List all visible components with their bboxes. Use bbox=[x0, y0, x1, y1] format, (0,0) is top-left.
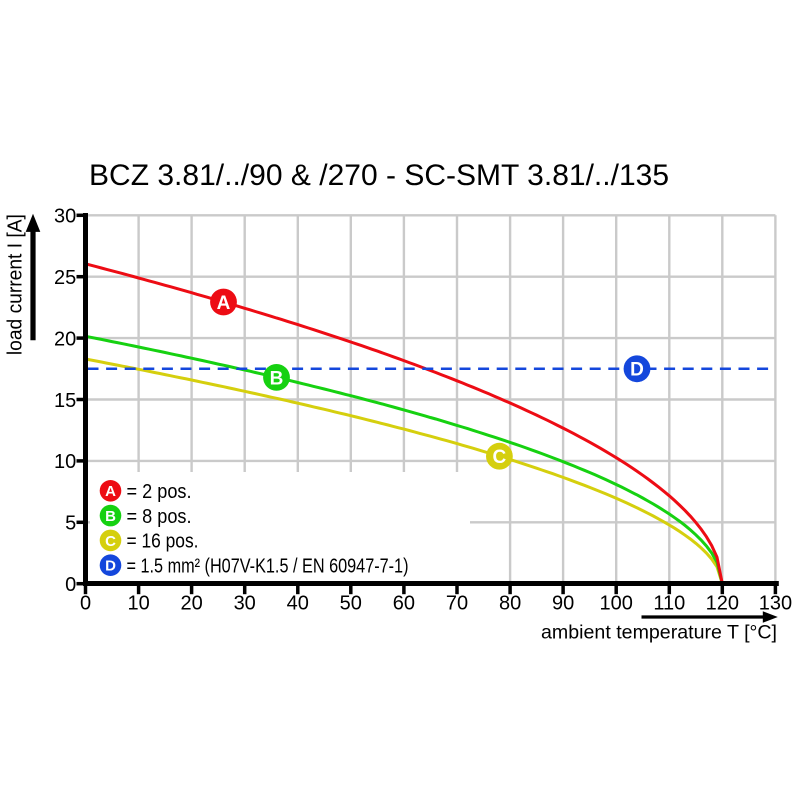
svg-text:25: 25 bbox=[54, 267, 76, 289]
svg-text:130: 130 bbox=[759, 592, 792, 614]
svg-text:120: 120 bbox=[706, 592, 739, 614]
svg-text:D: D bbox=[630, 360, 644, 381]
svg-text:10: 10 bbox=[54, 451, 76, 473]
svg-text:0: 0 bbox=[80, 592, 91, 614]
svg-text:20: 20 bbox=[54, 328, 76, 350]
svg-text:A: A bbox=[217, 293, 231, 314]
svg-text:30: 30 bbox=[234, 592, 256, 614]
svg-text:= 1.5 mm² (H07V-K1.5 / EN 6094: = 1.5 mm² (H07V-K1.5 / EN 60947-7-1) bbox=[127, 555, 409, 577]
svg-text:A: A bbox=[105, 483, 116, 500]
svg-text:5: 5 bbox=[65, 513, 76, 535]
svg-text:110: 110 bbox=[653, 592, 685, 614]
svg-text:= 16 pos.: = 16 pos. bbox=[127, 531, 199, 553]
svg-text:load current I [A]: load current I [A] bbox=[5, 214, 27, 355]
svg-text:80: 80 bbox=[499, 592, 521, 614]
svg-text:C: C bbox=[105, 533, 116, 550]
svg-text:50: 50 bbox=[340, 592, 362, 614]
svg-text:30: 30 bbox=[54, 206, 76, 228]
svg-text:70: 70 bbox=[446, 592, 468, 614]
svg-text:= 2 pos.: = 2 pos. bbox=[127, 481, 192, 503]
svg-text:C: C bbox=[493, 447, 507, 468]
svg-text:60: 60 bbox=[393, 592, 415, 614]
svg-text:BCZ 3.81/../90 & /270 - SC-SMT: BCZ 3.81/../90 & /270 - SC-SMT 3.81/../1… bbox=[89, 159, 669, 192]
svg-text:0: 0 bbox=[65, 574, 76, 596]
svg-text:ambient temperature T [°C]: ambient temperature T [°C] bbox=[541, 622, 777, 644]
svg-text:100: 100 bbox=[600, 592, 633, 614]
svg-text:40: 40 bbox=[287, 592, 309, 614]
svg-text:20: 20 bbox=[180, 592, 202, 614]
svg-text:= 8 pos.: = 8 pos. bbox=[127, 506, 192, 528]
svg-text:15: 15 bbox=[54, 390, 76, 412]
svg-text:90: 90 bbox=[552, 592, 574, 614]
svg-text:10: 10 bbox=[127, 592, 149, 614]
svg-text:B: B bbox=[270, 368, 284, 389]
svg-text:D: D bbox=[105, 558, 116, 575]
svg-text:B: B bbox=[105, 508, 116, 525]
